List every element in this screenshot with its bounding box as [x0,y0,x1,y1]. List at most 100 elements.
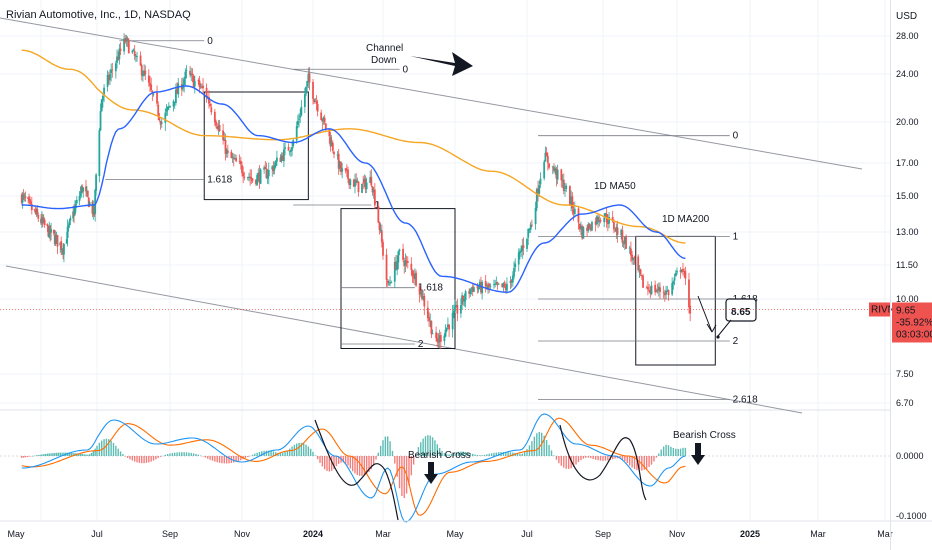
macd-histogram-bar [150,456,152,462]
candle-body [349,179,352,186]
candle-body [124,39,127,43]
candle-body [606,221,609,225]
candle-body [514,263,517,268]
candle-body [30,204,33,211]
macd-histogram-bar [621,456,624,460]
candle-body [41,217,44,222]
macd-histogram-bar [624,456,626,462]
macd-histogram-bar [543,435,545,456]
candle-body [344,168,347,171]
macd-histogram-bar [225,456,228,464]
macd-histogram-bar [122,454,124,456]
macd-histogram-bar [57,452,60,456]
projection-line [697,295,713,333]
candle-body [81,186,84,192]
candle-body [50,229,52,233]
macd-histogram-bar [379,445,382,456]
macd-histogram-bar [344,456,347,464]
macd-histogram-bar [474,454,476,456]
macd-histogram-bar [192,453,195,456]
candle-body [199,87,202,89]
macd-histogram-bar [316,456,319,460]
candle-body [330,142,333,147]
macd-histogram-bar [662,446,665,456]
candle-body [548,163,550,168]
candle-body [674,273,677,277]
macd-histogram-bar [286,450,289,456]
fib-level-label: 1.618 [207,175,232,186]
channel-bottom-line [5,265,803,414]
candle-body [564,189,566,191]
macd-histogram-bar [553,455,555,456]
candle-body [296,120,299,126]
candle-body [276,157,278,162]
candle-body [489,285,492,287]
macd-histogram-bar [35,455,38,456]
candle-body [72,211,75,219]
candle-body [109,73,111,80]
macd-histogram-bar [237,456,240,462]
candle-body [79,192,82,196]
candle-body [455,305,458,308]
fib-level-label: 2 [733,336,739,347]
candle-body [341,168,344,172]
macd-histogram-bar [604,456,607,461]
candle-body [648,289,650,291]
candle-body [423,295,426,307]
candle-body [328,129,331,137]
target-callout [725,298,757,322]
macd-histogram-bar [171,453,174,456]
macd-histogram-bar [211,456,214,461]
candle-body [87,197,90,208]
candle-body [356,180,359,183]
candle-body [248,176,250,178]
candle-body [354,180,356,187]
candle-body [200,85,203,87]
candle-body [88,202,91,206]
macd-histogram-bar [612,456,614,460]
candle-body [503,284,506,287]
candle-body [289,149,292,152]
candle-body [22,194,25,196]
candle-body [110,69,113,74]
candle-body [91,201,94,214]
candle-body [646,287,649,290]
macd-histogram-bar [560,456,563,466]
macd-histogram-bar [429,435,431,456]
macd-histogram-bar [92,451,95,456]
macd-histogram-bar [185,452,188,456]
candle-body [126,38,129,41]
candle-body [496,282,499,285]
currency-label[interactable]: USD [896,11,918,22]
candle-body [625,236,627,249]
macd-histogram-bar [129,456,131,460]
macd-histogram-bar [328,456,331,472]
macd-histogram-bar [321,456,324,467]
candle-body [98,130,101,177]
macd-histogram-bar [48,453,50,456]
candle-body [103,87,105,96]
macd-histogram-bar [105,438,108,456]
candle-body [682,268,684,272]
candle-body [362,182,365,184]
candle-body [571,196,574,209]
macd-histogram-bar [650,456,653,465]
candle-body [100,99,103,112]
macd-histogram-bar [387,436,389,456]
macd-histogram-bar [296,443,298,456]
candle-body [185,70,188,72]
macd-cycle-curve [559,424,647,501]
candle-body [132,49,135,51]
candle-body [382,242,384,256]
macd-histogram-bar [90,452,93,456]
candle-body [264,166,267,169]
macd-histogram-bar [176,452,178,456]
macd-histogram-bar [268,450,270,456]
candle-body [251,178,254,181]
candle-body [210,107,213,113]
candle-body [287,146,290,151]
candle-body [522,245,525,249]
candle-body [60,241,63,250]
macd-histogram-bar [46,453,49,456]
